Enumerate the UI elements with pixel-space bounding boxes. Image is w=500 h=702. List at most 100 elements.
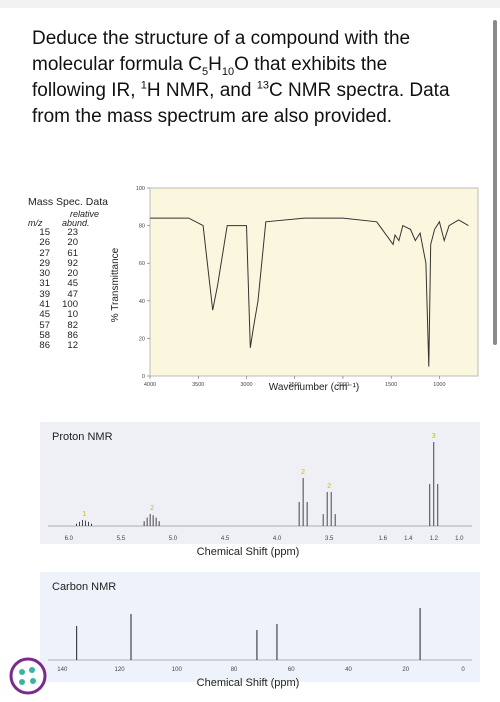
abund-value: 86 bbox=[67, 329, 78, 341]
mass-spec-row: 45 10 bbox=[28, 309, 86, 321]
hnmr-xtick-label: 1.4 bbox=[404, 536, 413, 542]
ir-spectrum: 0 20 40 60 80 100 4000 3500 3000 2500 2000 1500 100… bbox=[110, 186, 479, 393]
proton-nmr-spectrum: Proton NMR 1 2 2 2 3 6.0 5.5 5.0 4.5 4.0 3.5 1.6 1.… bbox=[40, 422, 480, 558]
mass-spec-title: Mass Spec. Data bbox=[28, 196, 108, 208]
hnmr-xtick-label: 5.0 bbox=[169, 536, 178, 542]
mass-spec-row: 41 100 bbox=[28, 299, 86, 311]
mass-spec-row: 86 12 bbox=[28, 340, 86, 351]
ir-ylabel: % Transmittance bbox=[110, 247, 121, 322]
mass-spec-rows: 15 23 26 20 27 61 29 92 30 20 31 45 39 47 41 100 45 10 57 8… bbox=[28, 227, 86, 352]
mz-value: 39 bbox=[39, 288, 50, 300]
hnmr-integration-label: 2 bbox=[327, 483, 331, 490]
hnmr-xtick-label: 4.0 bbox=[273, 536, 282, 542]
header-abund: abund. bbox=[62, 218, 90, 228]
cnmr-xtick-label: 120 bbox=[115, 667, 126, 673]
hnmr-integration-label: 2 bbox=[150, 505, 154, 512]
mz-value: 58 bbox=[39, 329, 50, 341]
cnmr-xlabel: Chemical Shift (ppm) bbox=[197, 677, 300, 689]
mz-value: 27 bbox=[39, 247, 50, 259]
hnmr-xlabel: Chemical Shift (ppm) bbox=[197, 546, 300, 558]
ir-ytick-label: 40 bbox=[139, 299, 145, 305]
sup-1: 1 bbox=[140, 79, 147, 92]
hnmr-xtick-label: 3.5 bbox=[325, 536, 334, 542]
hnmr-integration-label: 1 bbox=[82, 511, 86, 518]
ir-ytick-label: 60 bbox=[139, 261, 145, 267]
header-mz: m/z bbox=[28, 218, 43, 228]
mz-value: 41 bbox=[39, 299, 50, 311]
cnmr-xtick-label: 20 bbox=[402, 667, 409, 673]
abund-value: 61 bbox=[67, 247, 78, 259]
mass-spec-row: 57 82 bbox=[28, 319, 86, 331]
mz-value: 31 bbox=[39, 278, 50, 290]
cnmr-xtick-label: 60 bbox=[288, 667, 295, 673]
mass-spec-row: 39 47 bbox=[28, 288, 86, 300]
hnmr-xtick-label: 1.2 bbox=[430, 536, 439, 542]
ir-xlabel: Wavenumber (cm⁻¹) bbox=[269, 382, 359, 393]
cnmr-plot-area bbox=[40, 572, 480, 682]
cnmr-text: C NMR spectra. Data bbox=[268, 80, 450, 101]
mz-value: 15 bbox=[39, 227, 50, 238]
hnmr-text: H NMR, and bbox=[146, 80, 257, 101]
mass-spec-row: 29 92 bbox=[28, 257, 86, 269]
cnmr-xtick-label: 0 bbox=[461, 667, 465, 673]
hnmr-xtick-label: 1.6 bbox=[379, 536, 388, 542]
question-line-4: from the mass spectrum are also provided… bbox=[32, 106, 393, 127]
mass-spec-row: 30 20 bbox=[28, 268, 86, 280]
hnmr-xtick-label: 5.5 bbox=[117, 536, 126, 542]
abund-value: 23 bbox=[67, 227, 78, 238]
ir-xtick-label: 1000 bbox=[433, 382, 445, 388]
ir-ytick-label: 20 bbox=[139, 336, 145, 342]
mz-value: 45 bbox=[39, 309, 50, 321]
mass-spec-row: 26 20 bbox=[28, 237, 86, 249]
ir-ytick-label: 0 bbox=[142, 374, 145, 380]
cnmr-xtick-label: 100 bbox=[172, 667, 183, 673]
cnmr-title: Carbon NMR bbox=[52, 581, 116, 593]
abund-value: 82 bbox=[67, 319, 78, 331]
ir-trace bbox=[150, 217, 469, 367]
mz-value: 29 bbox=[39, 257, 50, 269]
ir-xtick-label: 2000 bbox=[337, 382, 349, 388]
hnmr-xtick-label: 4.5 bbox=[221, 536, 230, 542]
question-line-1: Deduce the structure of a compound with … bbox=[32, 28, 411, 49]
abund-value: 20 bbox=[67, 268, 78, 280]
ir-ytick-label: 100 bbox=[136, 186, 145, 192]
cnmr-xtick-label: 140 bbox=[57, 667, 68, 673]
mass-spec-table: Mass Spec. Data relative m/z abund. 15 23 2… bbox=[28, 196, 108, 352]
abund-value: 10 bbox=[67, 309, 78, 321]
formula-h: H bbox=[208, 54, 222, 75]
ir-xtick-label: 1500 bbox=[385, 382, 397, 388]
header-row: m/z abund. bbox=[28, 219, 108, 228]
ir-xtick-label: 2500 bbox=[289, 382, 301, 388]
mass-spec-row: 58 86 bbox=[28, 329, 86, 341]
mz-value: 26 bbox=[39, 237, 50, 249]
scrollbar-thumb[interactable] bbox=[493, 20, 497, 345]
hnmr-xtick-label: 6.0 bbox=[65, 536, 74, 542]
ir-xtick-label: 3500 bbox=[192, 382, 204, 388]
sup-13: 13 bbox=[256, 79, 269, 92]
mass-spec-row: 15 23 bbox=[28, 227, 86, 238]
top-frame-bar bbox=[0, 0, 500, 8]
ir-xtick-label: 4000 bbox=[144, 382, 156, 388]
abund-value: 100 bbox=[62, 299, 78, 311]
abund-value: 20 bbox=[67, 237, 78, 249]
question-line-2-rest: O that exhibits the bbox=[234, 54, 388, 75]
ir-xtick-label: 3000 bbox=[240, 382, 252, 388]
hnmr-integration-label: 3 bbox=[432, 433, 436, 440]
question-line-3: following IR, bbox=[32, 80, 141, 101]
hnmr-title: Proton NMR bbox=[52, 431, 113, 443]
cnmr-xtick-label: 40 bbox=[345, 667, 352, 673]
abund-value: 92 bbox=[67, 257, 78, 269]
hnmr-plot-area bbox=[40, 422, 480, 544]
hnmr-integration-label: 2 bbox=[301, 469, 305, 476]
abund-value: 47 bbox=[67, 288, 78, 300]
ir-plot-area bbox=[149, 187, 479, 377]
mass-spec-row: 31 45 bbox=[28, 278, 86, 290]
formula-sub-c: 5 bbox=[202, 65, 209, 78]
chat-bubble-icon[interactable] bbox=[8, 656, 48, 696]
formula-sub-h: 10 bbox=[221, 65, 235, 78]
hnmr-xtick-label: 1.0 bbox=[455, 536, 464, 542]
question-text: Deduce the structure of a compound with … bbox=[32, 26, 462, 130]
carbon-nmr-spectrum: Carbon NMR 140 120 100 80 60 40 20 0 Chemical S… bbox=[40, 572, 480, 689]
mz-value: 57 bbox=[39, 319, 50, 331]
cnmr-xtick-label: 80 bbox=[231, 667, 238, 673]
